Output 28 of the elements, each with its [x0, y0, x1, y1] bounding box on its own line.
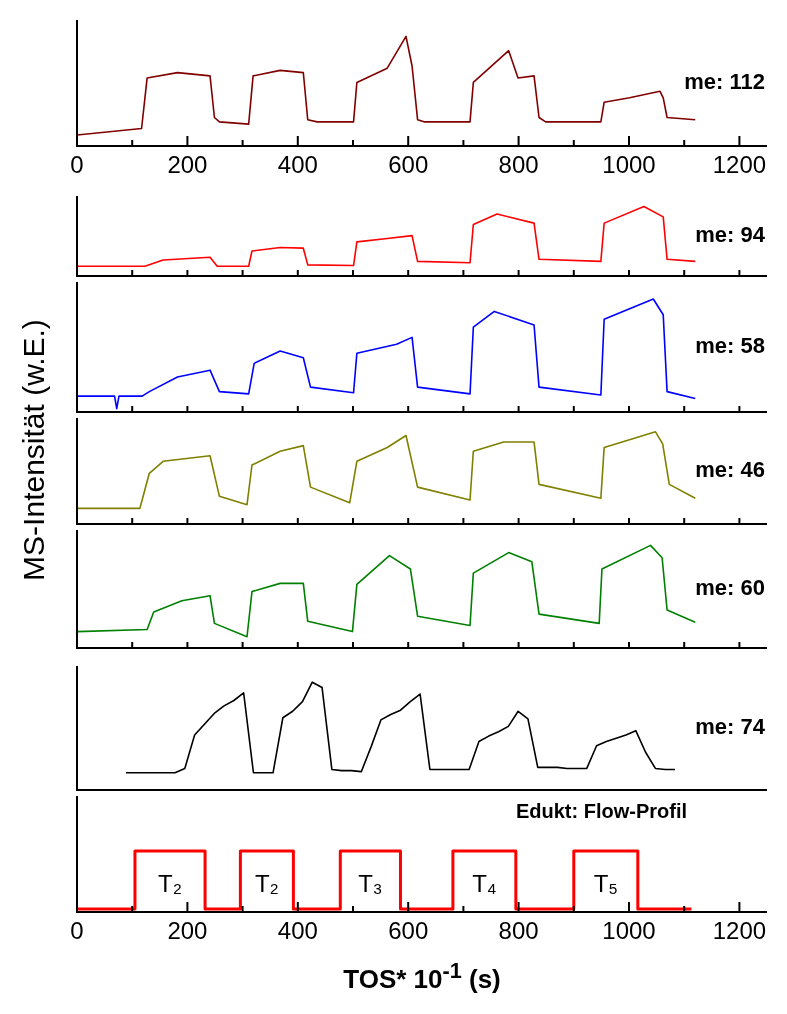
series-label: me: 112: [684, 69, 765, 95]
series-label: me: 94: [695, 222, 766, 248]
x-tick-label: 800: [498, 151, 539, 179]
annotation: T₂: [254, 870, 279, 898]
series-label: me: 60: [695, 575, 765, 601]
series-label: me: 46: [695, 457, 765, 483]
x-tick-label: 1000: [602, 917, 656, 945]
x-tick-label: 1000: [602, 151, 656, 179]
annotation: T₂: [158, 870, 182, 898]
x-tick-label: 200: [167, 151, 208, 179]
annotation: T₄: [472, 870, 497, 898]
text: Edukt: Flow-Profil: [515, 799, 687, 822]
annotation: T₅: [593, 870, 618, 898]
x-tick-label: 1200: [712, 917, 767, 945]
y-axis-title: MS-Intensität (w.E.): [17, 319, 51, 581]
x-tick-label: 1200: [712, 151, 767, 179]
x-axis-title: TOS* 10$^{-1}$ (s): [343, 958, 501, 995]
x-tick-label: 0: [70, 917, 84, 945]
x-tick-label: 600: [388, 917, 429, 945]
series-label: me: 58: [695, 333, 765, 359]
x-tick-label: 400: [277, 151, 318, 179]
x-tick-label: 200: [167, 917, 208, 945]
series-label: me: 74: [695, 714, 766, 740]
annotation: T₃: [358, 870, 383, 898]
x-tick-label: 600: [388, 151, 429, 179]
x-tick-label: 400: [277, 917, 318, 945]
x-tick-label: 800: [498, 917, 539, 945]
x-tick-label: 0: [70, 151, 84, 179]
